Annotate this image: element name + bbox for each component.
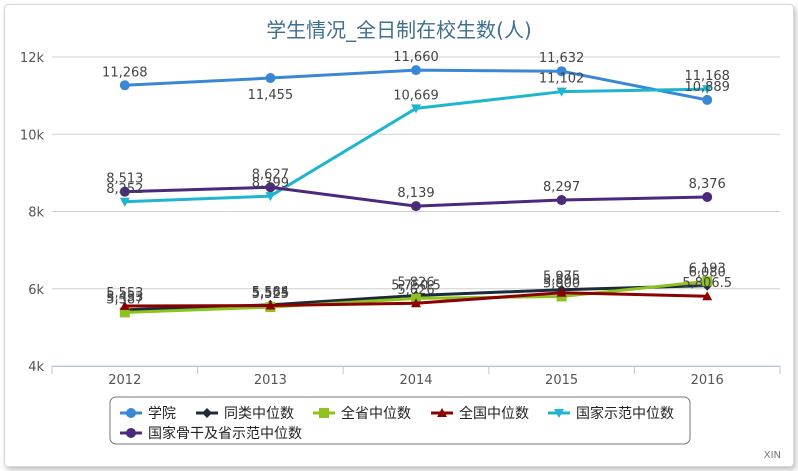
data-point-marker[interactable] (556, 287, 567, 297)
data-label: 5,584 (252, 285, 289, 300)
data-labels: 11,268 11,455 11,660 11,632 10,889 5,453 5,584… (102, 50, 732, 307)
data-label: 5,895 (543, 273, 580, 288)
legend-item[interactable]: 全省中位数 (313, 405, 411, 422)
data-label: 5,525 (252, 287, 289, 302)
legend-item[interactable]: 国家示范中位数 (548, 405, 674, 422)
series-0 (119, 65, 713, 105)
chart-credit: XIN (764, 450, 781, 461)
data-point-marker[interactable] (119, 307, 130, 318)
data-point-marker[interactable] (702, 291, 713, 301)
legend-label: 国家骨干及省示范中位数 (148, 425, 302, 442)
series-3 (119, 287, 713, 311)
y-tick-label: 8k (28, 206, 44, 221)
legend-marker[interactable] (202, 408, 212, 418)
data-point-marker[interactable] (265, 73, 276, 84)
data-point-marker[interactable] (702, 94, 713, 105)
data-label: 5,453 (106, 290, 143, 305)
series-group (119, 65, 713, 318)
data-point-marker[interactable] (411, 104, 421, 114)
data-label: 5,626 (397, 283, 434, 298)
legend-marker[interactable] (126, 408, 136, 418)
legend-marker[interactable] (319, 408, 329, 418)
legend-marker[interactable] (437, 408, 447, 417)
legend-item[interactable]: 学院 (120, 406, 176, 422)
data-label: 8,252 (106, 182, 143, 197)
series-4 (119, 85, 713, 207)
x-tick-label: 2013 (254, 373, 287, 388)
y-tick-label: 6k (28, 283, 44, 298)
legend-item[interactable]: 国家骨干及省示范中位数 (120, 425, 302, 442)
data-point-marker[interactable] (411, 201, 421, 212)
chart-title: 学生情况_全日制在校生数(人) (266, 18, 532, 42)
data-point-marker[interactable] (119, 301, 130, 311)
data-point-marker[interactable] (265, 182, 276, 193)
data-point-marker[interactable] (265, 192, 276, 202)
data-label: 10,889 (684, 80, 730, 95)
y-tick-label: 12k (20, 51, 45, 66)
data-point-marker[interactable] (702, 191, 713, 202)
data-label: 11,455 (248, 88, 294, 103)
data-label: 5,565 (252, 286, 289, 301)
data-label: 8,627 (252, 167, 289, 182)
legend-label: 全省中位数 (341, 405, 411, 422)
y-axis: 4k 6k 8k 10k 12k (20, 51, 45, 375)
data-label: 11,102 (539, 72, 585, 87)
data-point-marker[interactable] (702, 85, 713, 95)
data-point-marker[interactable] (411, 65, 421, 76)
legend-label: 全国中位数 (459, 405, 529, 422)
data-point-marker[interactable] (702, 276, 713, 287)
data-point-marker[interactable] (265, 300, 276, 310)
data-label: 5,806.5 (682, 276, 732, 291)
chart-frame (4, 4, 794, 467)
data-label: 11,168 (684, 69, 730, 84)
x-tick-label: 2014 (399, 373, 432, 388)
data-label: 8,399 (252, 176, 289, 191)
data-label: 5,553 (106, 286, 143, 301)
data-point-marker[interactable] (556, 195, 567, 206)
data-label: 8,513 (106, 172, 143, 187)
y-tick-label: 4k (28, 360, 44, 375)
x-axis: 2012 2013 2014 2015 2016 (51, 366, 781, 388)
data-label: 5,975 (543, 270, 580, 285)
legend-box (109, 396, 691, 445)
data-label: 5,826 (397, 275, 434, 290)
data-label: 8,139 (397, 186, 434, 201)
data-label: 6,080 (689, 266, 726, 281)
legend-label: 同类中位数 (224, 406, 294, 422)
data-point-marker[interactable] (119, 197, 130, 207)
data-label: 6,193 (689, 261, 726, 276)
x-tick-label: 2015 (545, 373, 578, 388)
legend-marker[interactable] (554, 409, 564, 418)
data-label: 8,297 (543, 180, 580, 195)
legend-item[interactable]: 全国中位数 (431, 405, 529, 422)
x-tick-label: 2012 (108, 373, 141, 388)
data-label: 8,376 (689, 177, 726, 192)
data-label: 11,660 (393, 50, 439, 65)
legend-item[interactable]: 同类中位数 (196, 406, 294, 422)
data-label: 5,800 (543, 276, 580, 291)
data-point-marker[interactable] (556, 87, 567, 97)
data-label: 5,750.5 (391, 278, 441, 293)
legend-marker[interactable] (126, 428, 136, 438)
data-label: 11,268 (102, 65, 148, 80)
x-tick-label: 2016 (691, 373, 724, 388)
data-point-marker[interactable] (119, 186, 130, 197)
data-label: 5,387 (106, 292, 143, 307)
y-tick-label: 10k (20, 128, 45, 143)
data-point-marker[interactable] (556, 66, 567, 77)
legend-label: 国家示范中位数 (576, 405, 674, 422)
data-point-marker[interactable] (119, 80, 130, 91)
legend-label: 学院 (148, 406, 176, 422)
data-label: 11,632 (539, 51, 585, 66)
data-label: 10,669 (393, 88, 439, 103)
data-point-marker[interactable] (411, 298, 421, 308)
series-5 (119, 182, 713, 212)
